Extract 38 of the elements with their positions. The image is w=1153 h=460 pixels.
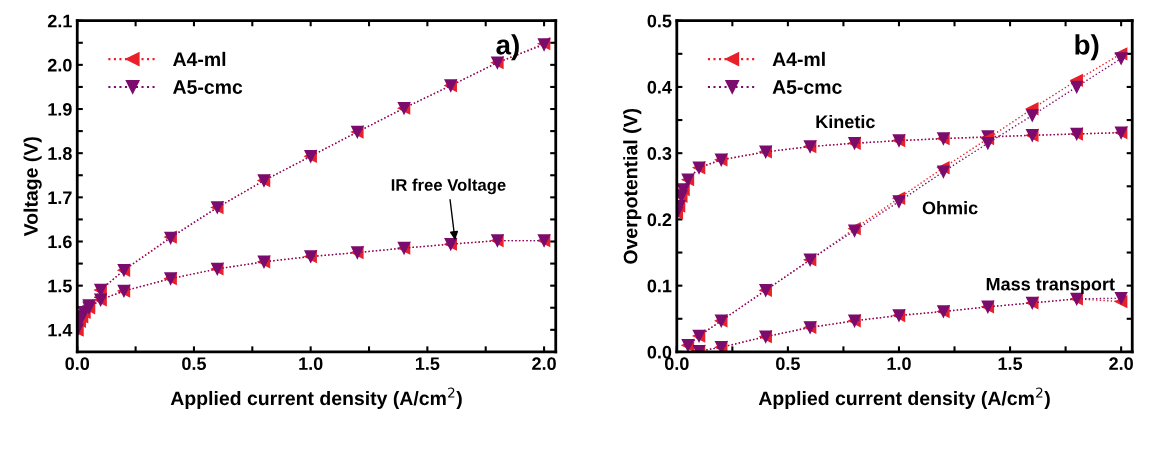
y-tick-label: 0.0 xyxy=(647,345,672,359)
x-tick-label: 0.0 xyxy=(65,357,90,371)
x-tick-label: 0.5 xyxy=(776,357,800,371)
annotation: IR free Voltage xyxy=(391,178,506,195)
y-tick-label: 1.6 xyxy=(48,235,72,249)
annotation: Kinetic xyxy=(816,114,875,129)
y-tick-label: 0.5 xyxy=(647,14,672,28)
y-tick-label: 1.9 xyxy=(48,102,72,116)
x-axis-title: Applied current density (A/cm$^{2}$) xyxy=(170,387,462,410)
y-tick-label: 2.1 xyxy=(47,14,72,28)
annotation: Ohmic xyxy=(922,201,978,215)
x-tick-label: 0.0 xyxy=(664,357,689,371)
x-tick-label: 1.0 xyxy=(299,357,323,371)
legend-label: A4-ml xyxy=(772,51,825,66)
y-tick-label: 0.4 xyxy=(647,80,672,94)
y-axis-title: Voltage (V) xyxy=(23,137,42,237)
x-tick-label: 0.5 xyxy=(182,357,206,371)
annotation: b) xyxy=(1075,34,1099,61)
x-tick-label: 2.0 xyxy=(1109,357,1133,371)
x-tick-label: 1.0 xyxy=(887,357,911,371)
x-tick-label: 1.5 xyxy=(415,357,440,371)
y-axis-title: Overpotential (V) xyxy=(623,108,642,264)
annotation: a) xyxy=(496,34,519,61)
y-tick-label: 1.7 xyxy=(48,191,72,204)
x-tick-label: 2.0 xyxy=(532,357,556,371)
y-tick-label: 1.4 xyxy=(48,323,73,337)
y-tick-label: 2.0 xyxy=(47,58,72,72)
y-tick-label: 0.1 xyxy=(647,279,672,293)
legend-label: A5-cmc xyxy=(173,80,243,94)
annotation: Mass transport xyxy=(986,277,1115,295)
y-tick-label: 1.5 xyxy=(48,279,72,293)
x-tick-label: 1.5 xyxy=(998,357,1023,371)
legend-label: A4-ml xyxy=(173,51,226,66)
y-tick-label: 0.2 xyxy=(647,213,672,227)
x-axis-title: Applied current density (A/cm$^{2}$) xyxy=(758,387,1050,410)
legend-label: A5-cmc xyxy=(772,80,842,94)
y-tick-label: 1.8 xyxy=(48,147,72,160)
y-tick-label: 0.3 xyxy=(647,147,672,160)
